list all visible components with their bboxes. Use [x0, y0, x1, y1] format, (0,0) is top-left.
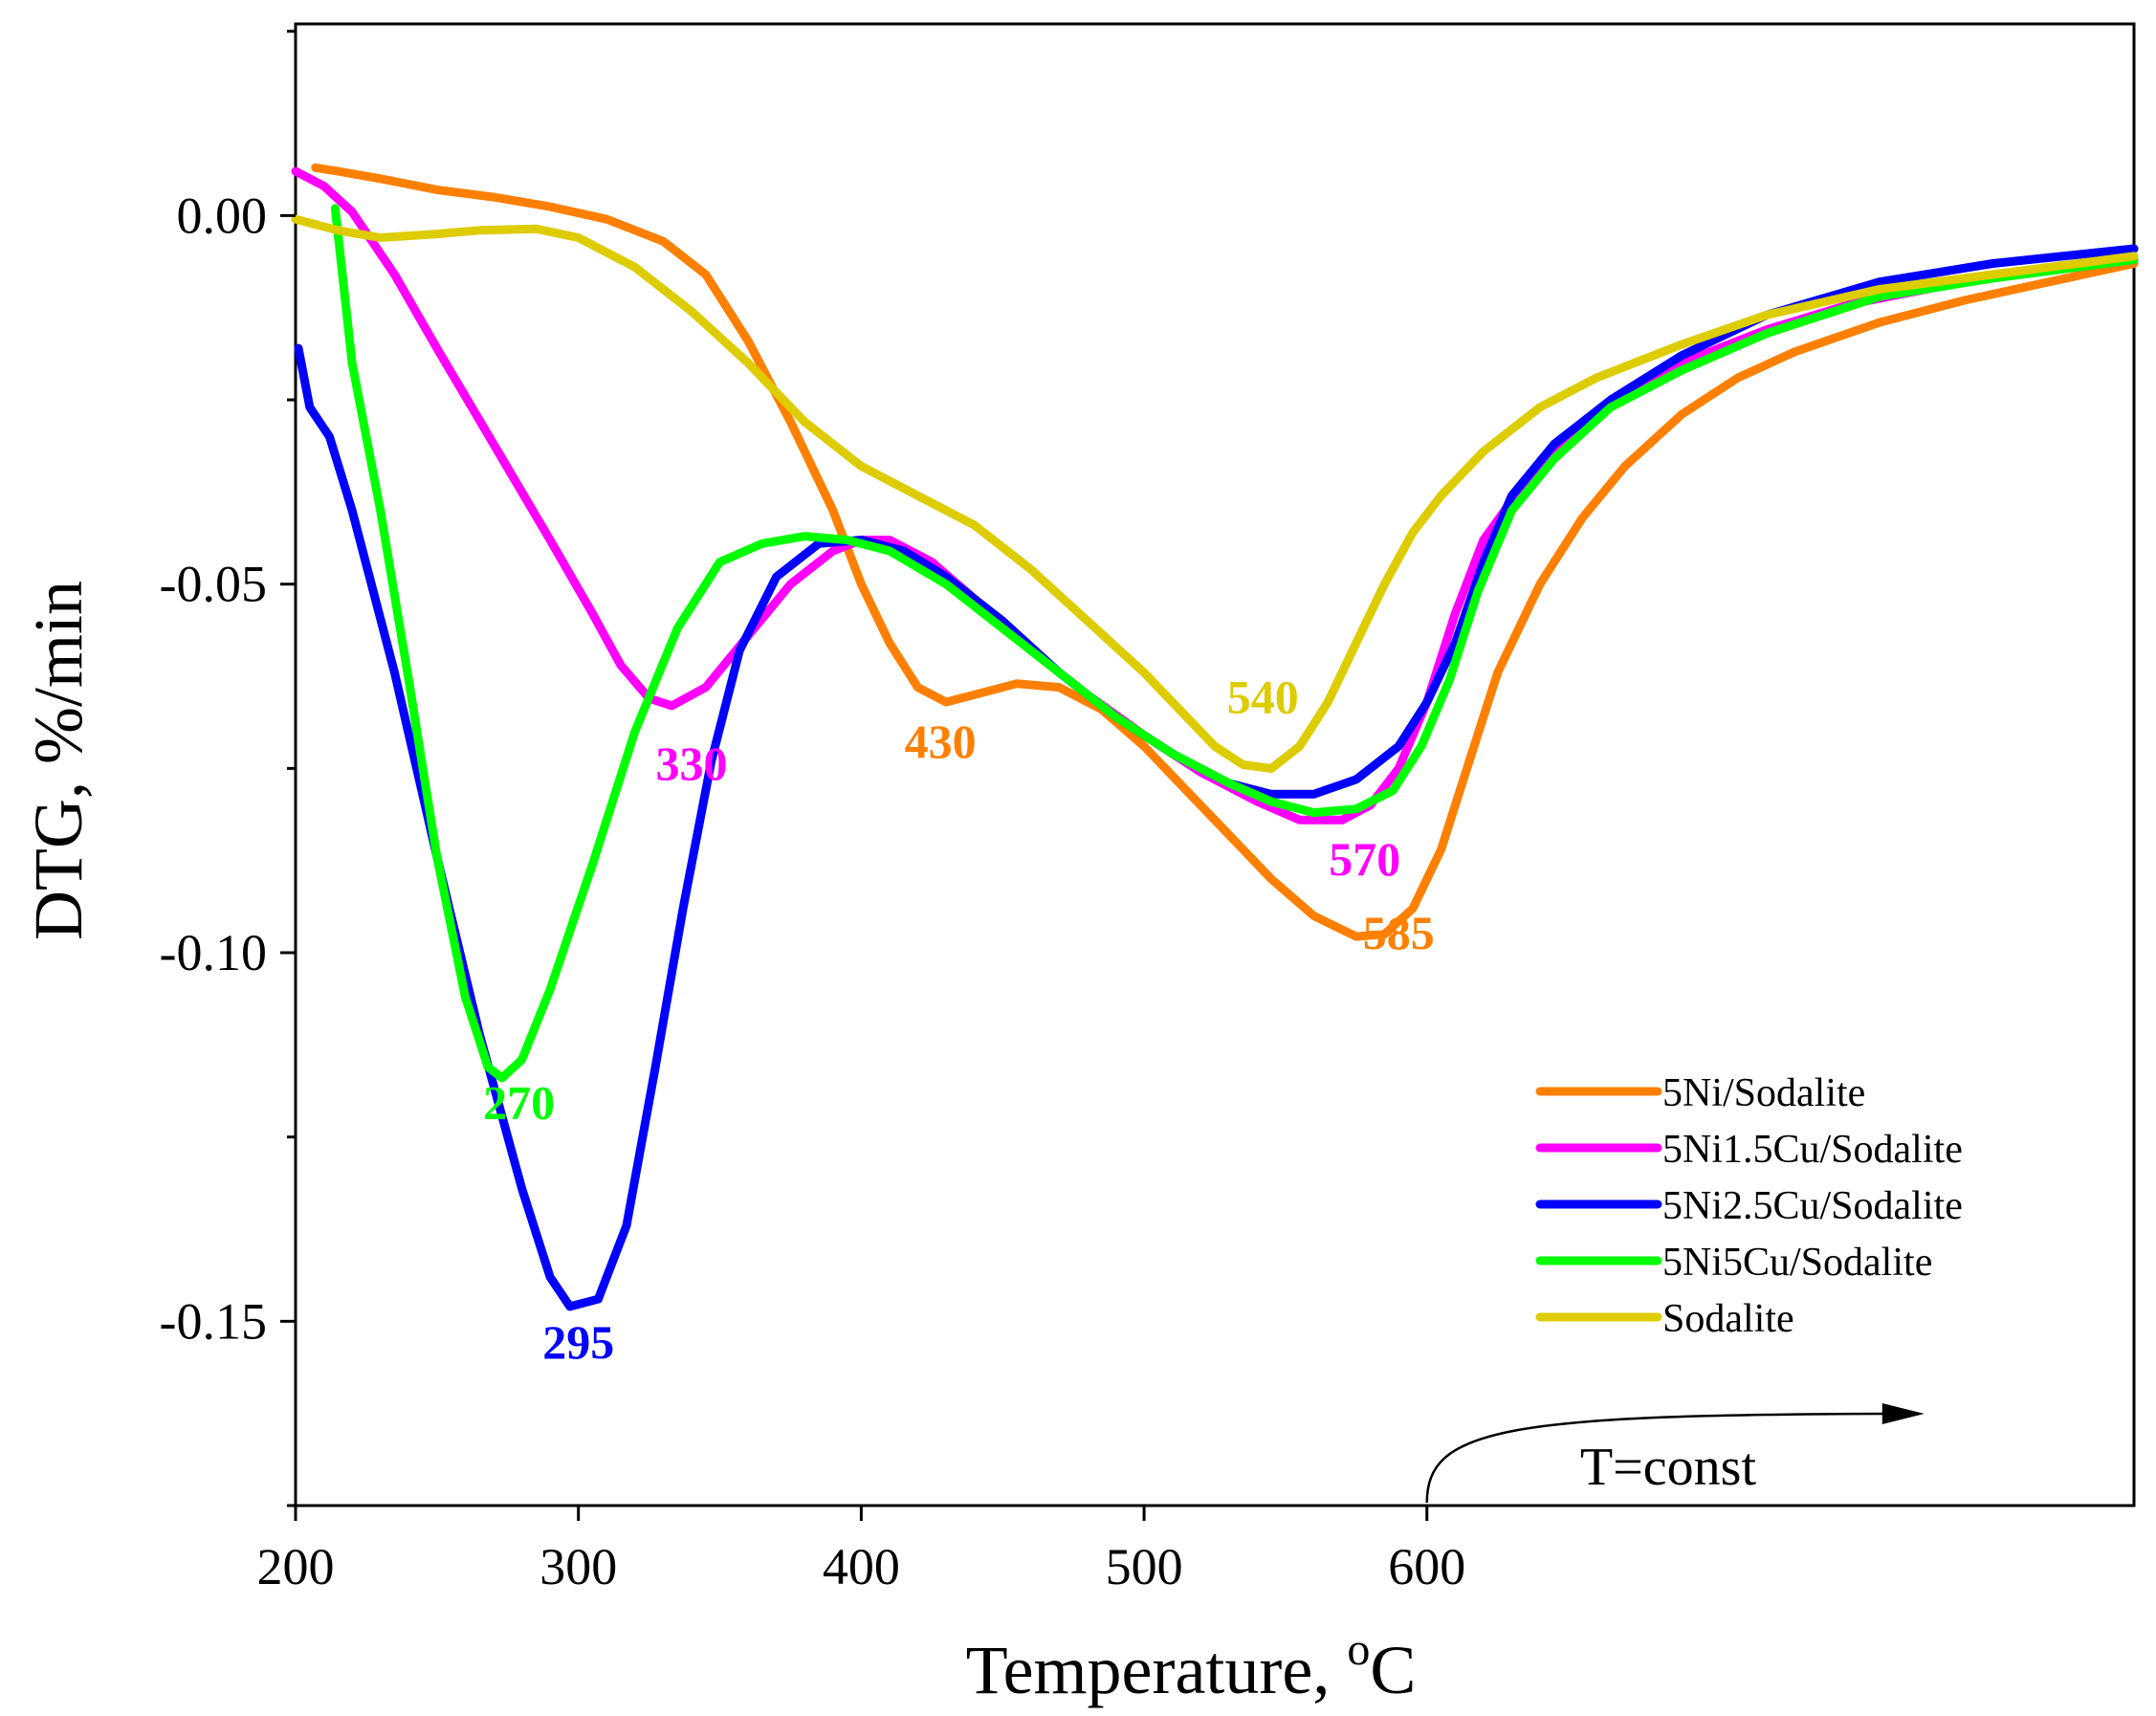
y-tick-label: 0.00 [177, 187, 268, 244]
x-tick-label: 200 [257, 1538, 335, 1595]
x-axis-label-unit: C [1370, 1632, 1416, 1708]
series-line-3 [330, 204, 2139, 1083]
peak-labels: 295 270 330 430 540 570 585 [483, 671, 1435, 1369]
isothermal-annotation: T=const [1425, 1403, 1925, 1504]
legend-label-2: 5Ni2.5Cu/Sodalite [1662, 1184, 1963, 1228]
peak-label-330: 330 [655, 737, 727, 790]
peak-label-430: 430 [905, 715, 977, 768]
peak-label-540: 540 [1227, 671, 1299, 724]
data-lines [291, 163, 2139, 1311]
peak-label-270: 270 [483, 1075, 555, 1129]
y-tick-label: -0.15 [160, 1292, 267, 1350]
peak-label-295: 295 [542, 1315, 614, 1369]
series-line-1 [291, 166, 2139, 825]
annotation-arrow [1425, 1412, 1886, 1504]
y-tick-label: -0.05 [160, 556, 267, 613]
x-axis-label: Temperature, oC [966, 1624, 1417, 1708]
annotation-text: T=const [1580, 1438, 1756, 1497]
legend-label-1: 5Ni1.5Cu/Sodalite [1662, 1128, 1963, 1172]
legend: 5Ni/Sodalite 5Ni1.5Cu/Sodalite 5Ni2.5Cu/So… [1535, 1071, 1963, 1341]
y-axis-label: DTG, %/min [20, 581, 97, 940]
x-tick-label: 500 [1106, 1538, 1183, 1595]
annotation-arrowhead [1881, 1403, 1925, 1424]
x-tick-label: 300 [539, 1538, 617, 1595]
legend-label-4: Sodalite [1662, 1297, 1794, 1341]
x-tick-label: 400 [823, 1538, 900, 1595]
series-line-4 [291, 214, 2139, 773]
series-line-2 [294, 244, 2139, 1311]
plot-frame [294, 22, 2136, 1507]
legend-label-0: 5Ni/Sodalite [1662, 1071, 1865, 1115]
series-line-0 [311, 163, 2139, 941]
x-axis-label-degree: o [1347, 1624, 1370, 1675]
legend-label-3: 5Ni5Cu/Sodalite [1662, 1241, 1932, 1285]
y-tick-label: -0.10 [160, 924, 267, 981]
peak-label-570: 570 [1329, 832, 1400, 886]
x-axis-label-text: Temperature, [966, 1632, 1348, 1708]
axis-ticks: 200 300 400 500 600 0.00 -0.05 -0.10 -0.15 [160, 30, 1465, 1595]
x-tick-label: 600 [1388, 1538, 1465, 1595]
peak-label-585: 585 [1363, 906, 1435, 959]
